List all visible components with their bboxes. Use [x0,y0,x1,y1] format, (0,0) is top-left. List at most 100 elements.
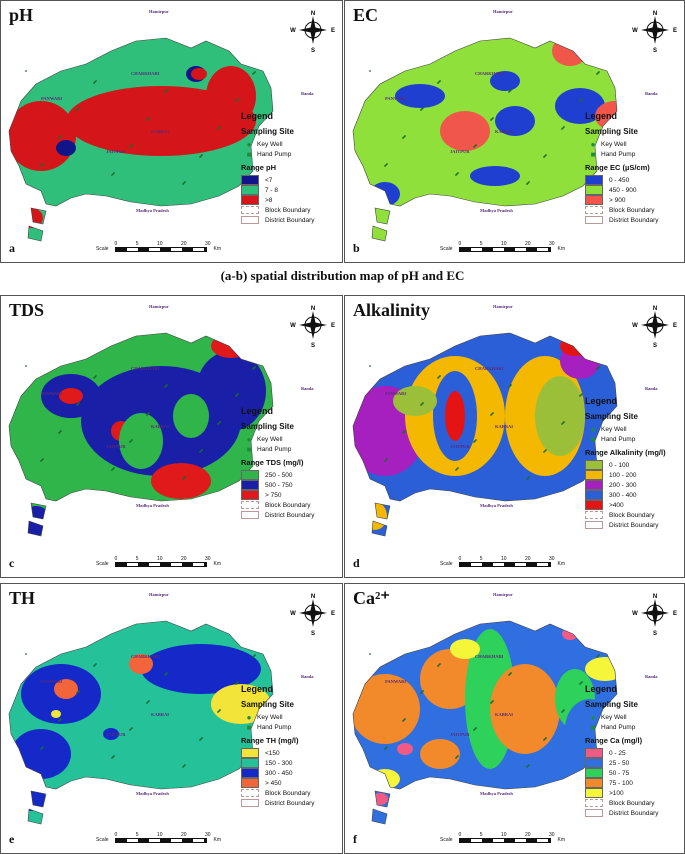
sampling-site [111,757,113,759]
place-label-town4: KABRAI [495,424,514,429]
north-arrow-icon: N S E W [290,7,336,54]
sampling-site [561,423,563,425]
place-label-north: Hamirpur [149,9,169,14]
svg-text:E: E [673,323,677,329]
legend-block-boundary: Block Boundary [241,500,336,510]
sampling-site [455,757,457,759]
sampling-site-title: Sampling Site [585,412,638,421]
scale-tick: 30 [548,832,555,838]
svg-text:E: E [331,28,335,34]
sampling-site [58,432,60,434]
sampling-site [76,109,78,111]
sampling-site [490,702,492,704]
legend-range-item: 300 - 400 [585,490,680,500]
scale-tick: 20 [180,241,187,247]
map-panel-alk: Hamirpur Madhya Pradesh Banda CHARKHARI PANW… [344,295,685,578]
zone-5 [191,68,207,80]
sampling-site [526,478,528,480]
panel-title: TDS [9,300,45,320]
legend-district-boundary: District Boundary [241,798,336,808]
sampling-site [402,720,404,722]
scale-bar: Scale 0 5 10 20 30 Km [96,832,221,843]
sampling-site [473,729,475,731]
sampling-site [402,137,404,139]
scale-tick: 0 [458,832,462,838]
svg-text:N: N [653,11,657,17]
svg-text:S: S [653,631,657,636]
place-label-east: Banda [645,674,658,679]
sampling-site [25,365,27,367]
hand-pump-icon: ■ [246,149,252,159]
legend-range-item: 0 - 100 [585,460,680,470]
legend-hand-pump: ■ Hand Pump [241,722,336,732]
place-label-town3: JAITPUR [106,444,126,449]
place-label-town4: KABRAI [151,712,170,717]
place-label-town4: KABRAI [495,129,514,134]
sampling-site [235,683,237,685]
legend-title: Legend [585,111,618,121]
north-arrow-icon: N S E W [632,302,678,349]
sampling-site [40,460,42,462]
scale-unit: Km [557,837,566,843]
legend-range-item: 75 - 100 [585,778,680,788]
zone-5 [11,729,71,779]
sampling-site [129,441,131,443]
svg-text:W: W [632,28,638,34]
sampling-site [217,128,219,130]
zone-0 [395,84,445,108]
panel-title: pH [9,5,34,25]
zone-6 [19,208,43,228]
sampling-site [182,183,184,185]
zone-9 [173,394,209,438]
scale-unit: Km [557,246,566,252]
sampling-site [235,100,237,102]
legend-district-boundary: District Boundary [241,510,336,520]
scale-unit: Km [213,837,222,843]
scale-bar: Scale 0 5 10 20 30 Km [440,556,565,567]
scale-label: Scale [96,837,109,843]
north-arrow-icon: N S E W [632,7,678,54]
sampling-site [437,665,439,667]
sampling-site [420,109,422,111]
scale-tick: 10 [500,556,507,562]
scale-tick: 30 [204,556,211,562]
legend-range-item: >400 [585,500,680,510]
scale-label: Scale [96,246,109,252]
hand-pump-icon: ■ [590,149,596,159]
zone-4 [211,684,271,724]
scale-tick: 0 [114,556,118,562]
range-title: Range Alkalinity (mg/l) [585,448,666,457]
place-label-town2: PANWARI [41,96,63,101]
legend-range-item: >100 [585,788,680,798]
svg-text:N: N [653,306,657,312]
place-label-town2: PANWARI [385,96,407,101]
scale-tick: 5 [135,832,139,838]
legend-range-item: 25 - 50 [585,758,680,768]
svg-text:W: W [290,323,296,329]
legend-block-boundary: Block Boundary [241,205,336,215]
map-panel-th: Hamirpur Madhya Pradesh Banda CHARKHARI PANW… [0,583,343,854]
zone-3 [56,140,76,156]
sampling-site [508,386,510,388]
scale-tick: 10 [156,241,163,247]
key-well-icon: ● [590,424,596,434]
place-label-east: Banda [301,91,314,96]
sampling-site [526,766,528,768]
sampling-site [164,91,166,93]
place-label-north: Hamirpur [149,592,169,597]
zone-3 [59,388,83,404]
zone-1 [420,649,480,709]
legend-key-well: ● Key Well [585,139,680,149]
range-title: Range TDS (mg/l) [241,458,304,467]
panel-letter: e [9,832,15,846]
zone-8 [51,710,61,718]
place-label-town1: CHARKHARI [475,71,504,76]
key-well-icon: ● [246,139,252,149]
zone-2 [555,88,605,124]
zone-8 [397,743,413,755]
svg-text:N: N [311,594,315,600]
key-well-icon: ● [590,712,596,722]
place-label-east: Banda [301,386,314,391]
choropleth-map [352,332,618,537]
sampling-site [111,174,113,176]
